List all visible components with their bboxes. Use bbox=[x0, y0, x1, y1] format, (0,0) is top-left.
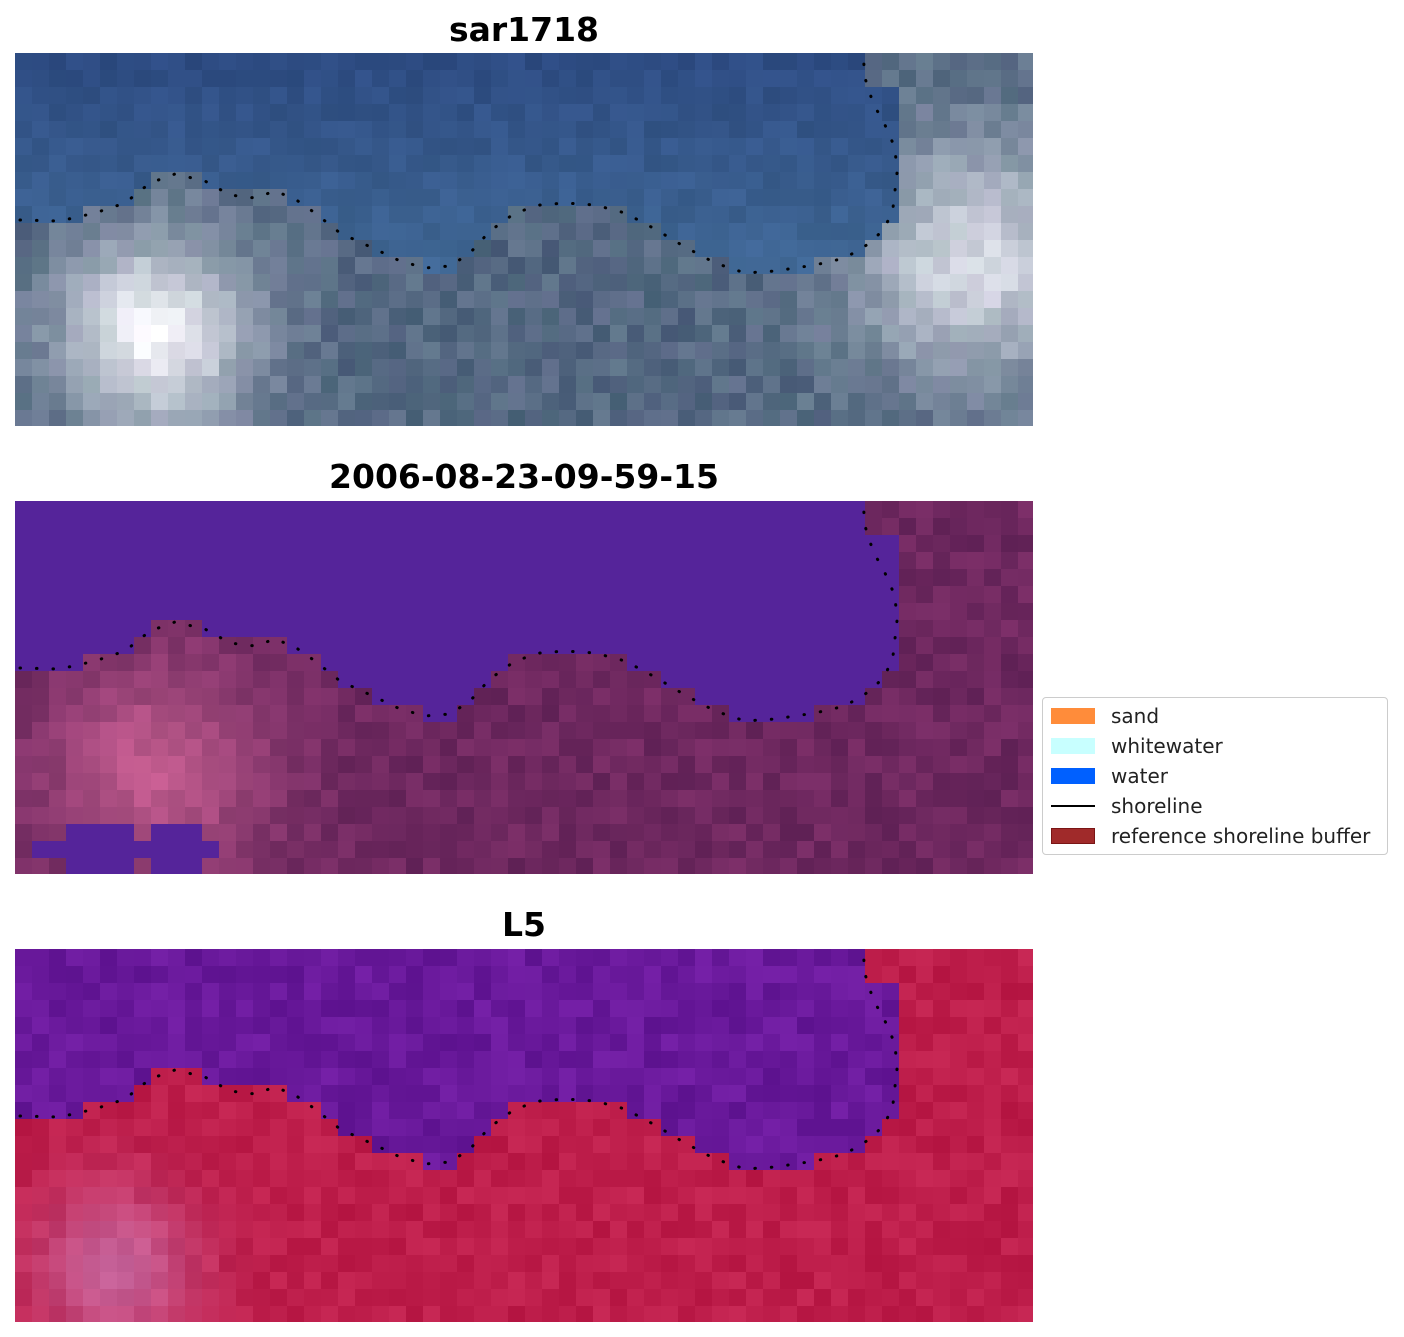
legend-label-water: water bbox=[1111, 764, 1168, 788]
legend-item-water: water bbox=[1051, 764, 1168, 788]
legend-swatch-sand bbox=[1051, 708, 1095, 724]
legend-item-reference-buffer: reference shoreline buffer bbox=[1051, 824, 1370, 848]
index-image bbox=[15, 949, 1033, 1322]
legend-label-whitewater: whitewater bbox=[1111, 734, 1223, 758]
classified-image bbox=[15, 501, 1033, 874]
rgb-image bbox=[15, 53, 1033, 426]
legend-label-shoreline: shoreline bbox=[1111, 794, 1203, 818]
index-image-panel bbox=[15, 949, 1033, 1322]
pixel-grid bbox=[15, 53, 1033, 426]
legend-swatch-reference-buffer bbox=[1051, 828, 1095, 844]
legend: sand whitewater water shoreline referenc… bbox=[1042, 697, 1388, 855]
panel-title-3: L5 bbox=[502, 905, 546, 944]
legend-swatch-shoreline bbox=[1051, 805, 1095, 807]
panel-title-2: 2006-08-23-09-59-15 bbox=[329, 457, 719, 496]
rgb-image-panel bbox=[15, 53, 1033, 426]
classified-image-panel bbox=[15, 501, 1033, 874]
legend-item-shoreline: shoreline bbox=[1051, 794, 1203, 818]
legend-label-sand: sand bbox=[1111, 704, 1160, 728]
legend-item-whitewater: whitewater bbox=[1051, 734, 1223, 758]
pixel-grid bbox=[15, 501, 1033, 874]
legend-item-sand: sand bbox=[1051, 704, 1159, 728]
legend-swatch-whitewater bbox=[1051, 738, 1095, 754]
legend-label-reference-buffer: reference shoreline buffer bbox=[1111, 824, 1371, 848]
legend-swatch-water bbox=[1051, 768, 1095, 784]
panel-title-1: sar1718 bbox=[448, 10, 600, 49]
pixel-grid bbox=[15, 949, 1033, 1322]
